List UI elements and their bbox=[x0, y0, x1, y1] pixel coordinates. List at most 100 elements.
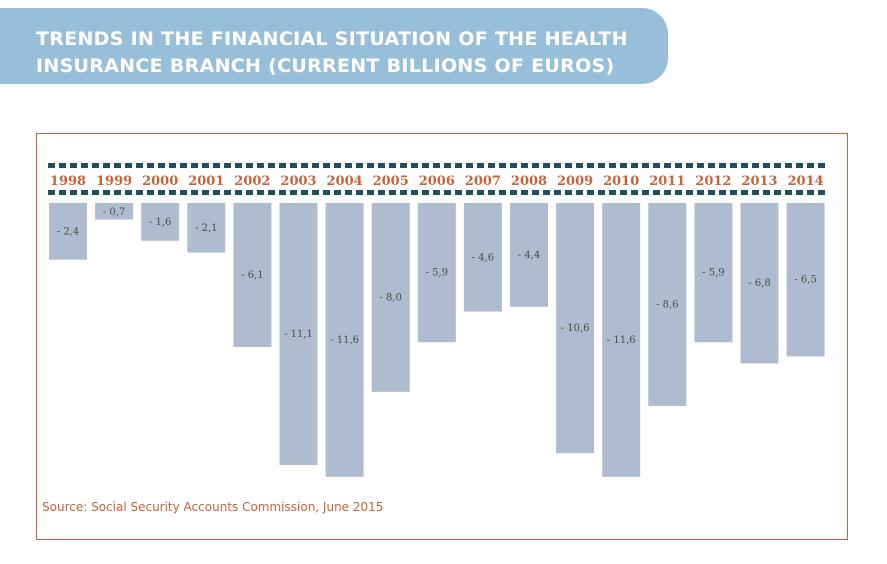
rail-dot-bottom bbox=[774, 190, 781, 195]
year-label-2008: 2008 bbox=[511, 174, 547, 189]
rail-dot-top bbox=[323, 163, 330, 168]
rail-dot-top bbox=[785, 163, 792, 168]
data-label-2003: - 11,1 bbox=[284, 329, 313, 340]
rail-dot-bottom bbox=[224, 190, 231, 195]
source-note: Source: Social Security Accounts Commiss… bbox=[42, 500, 384, 514]
rail-dot-bottom bbox=[642, 190, 649, 195]
rail-dot-bottom bbox=[433, 190, 440, 195]
rail-dot-bottom bbox=[455, 190, 462, 195]
rail-dot-top bbox=[422, 163, 429, 168]
rail-dot-bottom bbox=[180, 190, 187, 195]
bar-2004 bbox=[325, 203, 364, 477]
rail-dot-top bbox=[576, 163, 583, 168]
rail-dot-top bbox=[532, 163, 539, 168]
rail-dot-top bbox=[147, 163, 154, 168]
data-label-2013: - 6,8 bbox=[748, 278, 770, 289]
year-label-2004: 2004 bbox=[327, 174, 363, 189]
bar-1999 bbox=[95, 203, 134, 220]
rail-dot-bottom bbox=[620, 190, 627, 195]
rail-dot-top bbox=[400, 163, 407, 168]
rail-dot-bottom bbox=[81, 190, 88, 195]
rail-dot-top bbox=[169, 163, 176, 168]
year-label-2007: 2007 bbox=[465, 174, 501, 189]
data-label-2006: - 5,9 bbox=[426, 268, 448, 279]
rail-dot-bottom bbox=[389, 190, 396, 195]
rail-dot-top bbox=[763, 163, 770, 168]
rail-dot-top bbox=[455, 163, 462, 168]
rail-dot-top bbox=[510, 163, 517, 168]
bar-2007 bbox=[463, 203, 502, 312]
data-label-2008: - 4,4 bbox=[518, 250, 540, 261]
bar-2008 bbox=[510, 203, 548, 307]
rail-dot-top bbox=[587, 163, 594, 168]
rail-dot-bottom bbox=[268, 190, 275, 195]
rail-dot-bottom bbox=[70, 190, 77, 195]
rail-dot-top bbox=[345, 163, 352, 168]
rail-dot-bottom bbox=[752, 190, 759, 195]
rail-dot-bottom bbox=[675, 190, 682, 195]
rail-dot-bottom bbox=[279, 190, 286, 195]
rail-dot-top bbox=[620, 163, 627, 168]
year-label-2014: 2014 bbox=[788, 174, 824, 189]
rail-dot-top bbox=[235, 163, 242, 168]
rail-dot-top bbox=[81, 163, 88, 168]
rail-dot-top bbox=[180, 163, 187, 168]
rail-dot-top bbox=[301, 163, 308, 168]
data-label-2005: - 8,0 bbox=[379, 292, 401, 303]
rail-dot-bottom bbox=[103, 190, 110, 195]
rail-dot-bottom bbox=[422, 190, 429, 195]
rail-dot-bottom bbox=[125, 190, 132, 195]
rail-dot-bottom bbox=[719, 190, 726, 195]
year-label-2011: 2011 bbox=[649, 174, 685, 189]
year-label-1998: 1998 bbox=[50, 174, 86, 189]
rail-dot-top bbox=[675, 163, 682, 168]
rail-dot-bottom bbox=[554, 190, 561, 195]
rail-dot-bottom bbox=[510, 190, 517, 195]
rail-dot-top bbox=[202, 163, 209, 168]
rail-dot-top bbox=[125, 163, 132, 168]
rail-dot-bottom bbox=[785, 190, 792, 195]
rail-dot-top bbox=[730, 163, 737, 168]
rail-dot-top bbox=[378, 163, 385, 168]
rail-dot-top bbox=[807, 163, 814, 168]
rail-dot-top bbox=[499, 163, 506, 168]
rail-dot-top bbox=[642, 163, 649, 168]
rail-dot-top bbox=[279, 163, 286, 168]
rail-dot-top bbox=[598, 163, 605, 168]
rail-dot-bottom bbox=[356, 190, 363, 195]
bar-1998 bbox=[49, 203, 87, 260]
rail-dot-top bbox=[488, 163, 495, 168]
rail-dot-bottom bbox=[345, 190, 352, 195]
rail-dot-bottom bbox=[664, 190, 671, 195]
rail-dot-bottom bbox=[741, 190, 748, 195]
rail-dot-top bbox=[444, 163, 451, 168]
bar-2009 bbox=[556, 203, 595, 454]
rail-dot-top bbox=[653, 163, 660, 168]
data-label-2014: - 6,5 bbox=[794, 275, 816, 286]
bar-2010 bbox=[602, 203, 641, 477]
rail-dot-bottom bbox=[532, 190, 539, 195]
rail-dot-top bbox=[70, 163, 77, 168]
rail-dot-top bbox=[664, 163, 671, 168]
rail-dot-bottom bbox=[653, 190, 660, 195]
rail-dot-top bbox=[543, 163, 550, 168]
rail-dot-top bbox=[477, 163, 484, 168]
rail-dot-top bbox=[92, 163, 99, 168]
rail-dot-top bbox=[719, 163, 726, 168]
data-label-2012: - 5,9 bbox=[702, 268, 724, 279]
rail-dot-top bbox=[290, 163, 297, 168]
rail-dot-bottom bbox=[576, 190, 583, 195]
rail-dot-top bbox=[466, 163, 473, 168]
rail-dot-bottom bbox=[477, 190, 484, 195]
year-label-2002: 2002 bbox=[234, 174, 270, 189]
rail-dot-bottom bbox=[730, 190, 737, 195]
bar-2014 bbox=[786, 203, 825, 357]
year-label-2009: 2009 bbox=[557, 174, 593, 189]
rail-dot-bottom bbox=[202, 190, 209, 195]
rail-dot-bottom bbox=[213, 190, 220, 195]
rail-dot-bottom bbox=[114, 190, 121, 195]
rail-dot-bottom bbox=[312, 190, 319, 195]
rail-dot-top bbox=[158, 163, 165, 168]
year-label-1999: 1999 bbox=[96, 174, 132, 189]
rail-dot-bottom bbox=[488, 190, 495, 195]
